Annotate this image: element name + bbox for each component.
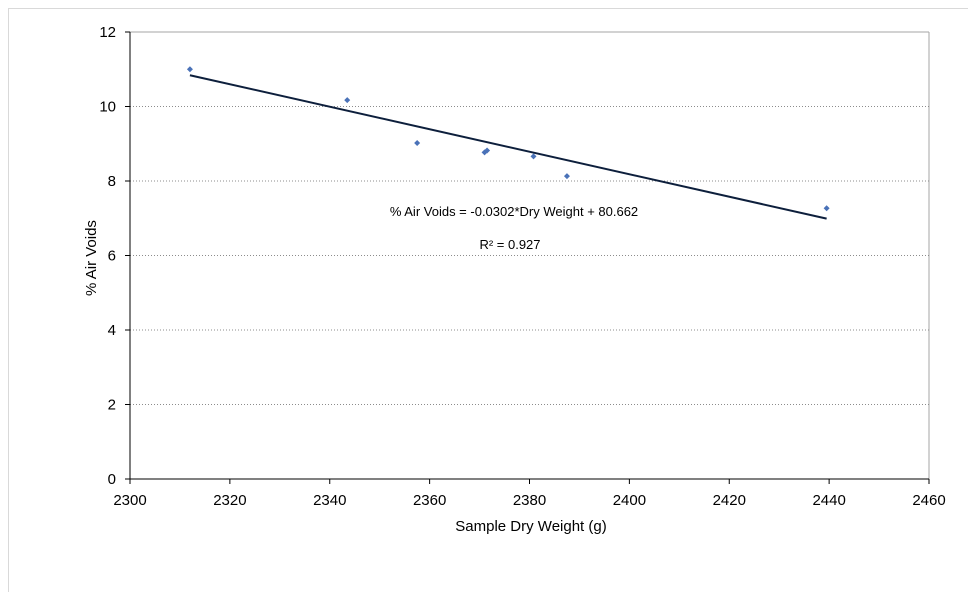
x-tick-label: 2320 xyxy=(213,492,246,509)
trendline-equation: % Air Voids = -0.0302*Dry Weight + 80.66… xyxy=(390,204,638,219)
axes xyxy=(125,31,930,484)
y-tick-label: 10 xyxy=(99,99,116,116)
y-tick-label: 0 xyxy=(108,471,116,488)
x-tick-label: 2400 xyxy=(613,492,646,509)
equation-label-bg xyxy=(358,195,671,255)
tick-labels: 0 2 4 6 8 10 12 2300 2320 2340 2360 2380 2400 2420 244… xyxy=(99,24,945,509)
gridlines xyxy=(130,31,930,479)
data-point xyxy=(823,205,830,212)
x-tick-label: 2460 xyxy=(912,492,945,509)
x-tick-label: 2420 xyxy=(713,492,746,509)
y-tick-label: 6 xyxy=(108,248,116,265)
y-tick-label: 4 xyxy=(108,322,116,339)
trendline-group xyxy=(189,74,827,220)
data-point xyxy=(414,140,421,147)
x-axis-title: Sample Dry Weight (g) xyxy=(455,518,606,535)
data-point xyxy=(563,173,570,180)
y-axis-title: % Air Voids xyxy=(83,220,100,296)
y-tick-label: 2 xyxy=(108,397,116,414)
data-point xyxy=(530,153,537,160)
y-tick-label: 12 xyxy=(99,24,116,41)
x-tick-label: 2340 xyxy=(313,492,346,509)
r-squared-label: R² = 0.927 xyxy=(479,237,540,252)
data-point xyxy=(344,97,351,104)
x-tick-label: 2300 xyxy=(113,492,146,509)
data-points xyxy=(186,66,830,212)
data-point xyxy=(186,66,193,73)
x-tick-label: 2360 xyxy=(413,492,446,509)
x-tick-label: 2440 xyxy=(812,492,845,509)
chart-frame xyxy=(8,8,968,592)
data-point xyxy=(484,147,491,154)
x-tick-label: 2380 xyxy=(513,492,546,509)
y-tick-label: 8 xyxy=(108,173,116,190)
trendline xyxy=(189,74,827,220)
